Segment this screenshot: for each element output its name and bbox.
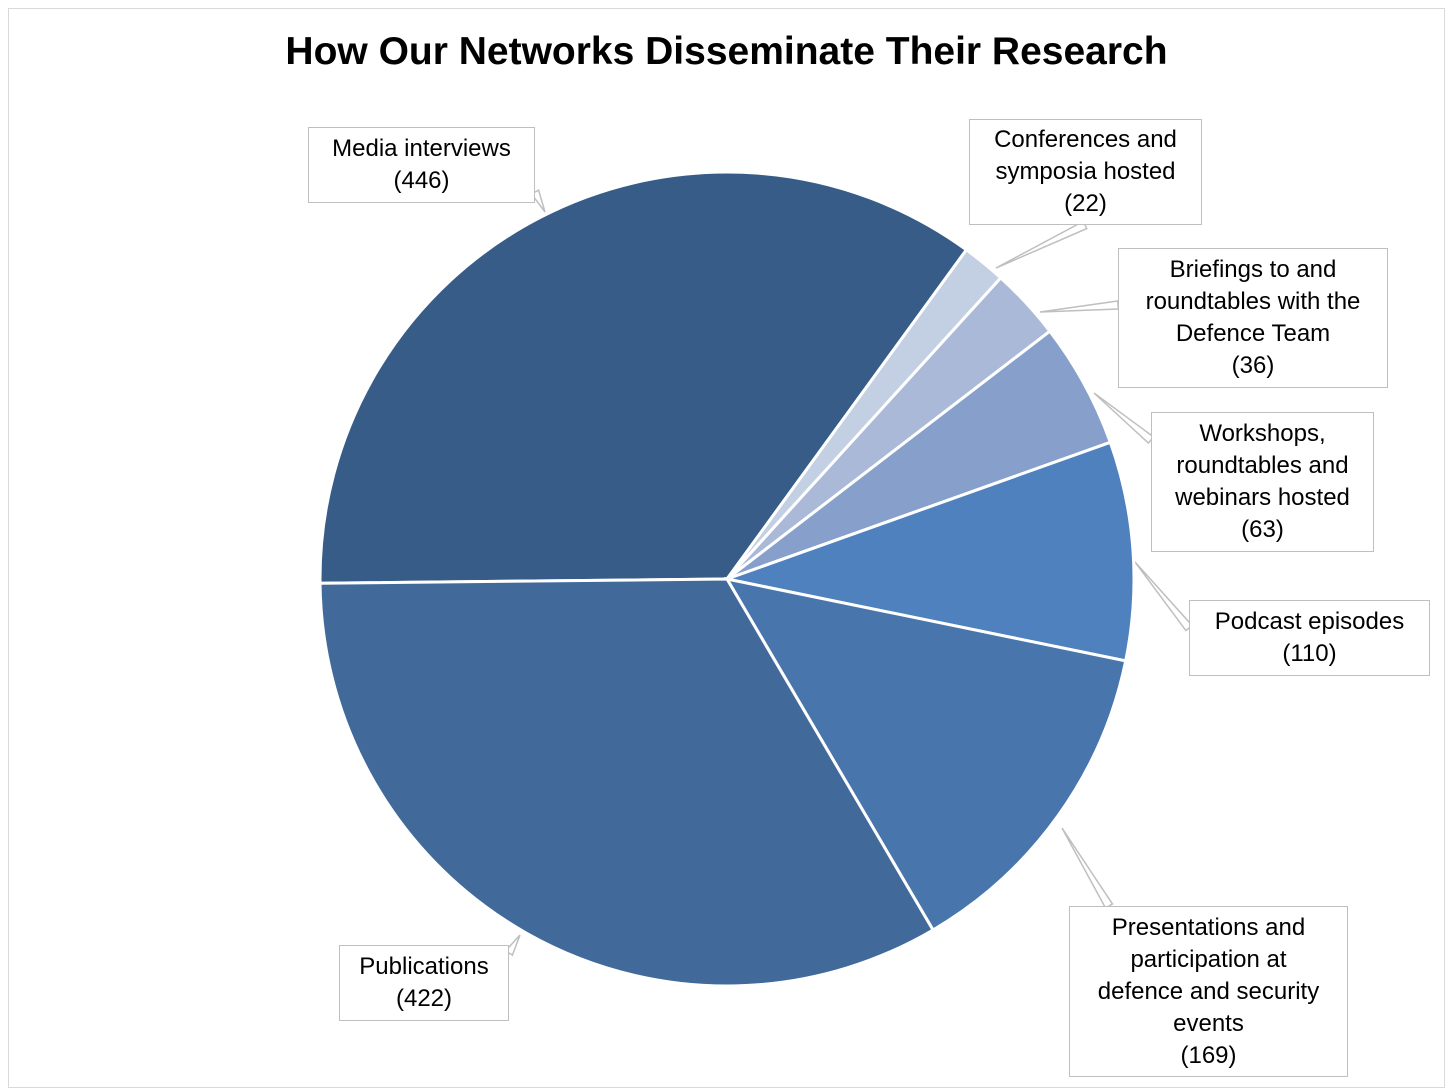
- pie-slices: [318, 170, 1136, 988]
- slice-name: Conferences and symposia hosted: [994, 126, 1177, 185]
- slice-name: Podcast episodes: [1214, 608, 1405, 635]
- leader-line-2: [1039, 300, 1120, 313]
- slice-name: Briefings to and roundtables with the De…: [1145, 256, 1361, 347]
- slice-name: Media interviews: [332, 135, 511, 162]
- slice-value: (169): [1180, 1041, 1237, 1069]
- slice-value: (22): [1064, 190, 1107, 217]
- leader-line-6: [504, 934, 521, 957]
- pie-slice-4: [721, 440, 1136, 663]
- leader-line-5: [1061, 827, 1114, 910]
- data-label-presentations: Presentations and participation at defen…: [1069, 906, 1348, 1077]
- slice-name: Publications: [359, 953, 489, 980]
- data-label-conferences: Conferences and symposia hosted (22): [969, 119, 1202, 225]
- leader-line-4: [1134, 561, 1194, 632]
- pie-slice-6: [318, 577, 936, 988]
- data-label-workshops: Workshops, roundtables and webinars host…: [1151, 412, 1374, 552]
- slice-value: (422): [395, 985, 453, 1012]
- data-label-briefings: Briefings to and roundtables with the De…: [1118, 248, 1388, 388]
- pie-slice-0: [318, 170, 969, 585]
- slice-value: (110): [1282, 640, 1337, 667]
- data-label-publications: Publications (422): [339, 945, 509, 1021]
- pie-slice-5: [724, 576, 1128, 933]
- slice-value: (63): [1241, 516, 1284, 543]
- chart-title: How Our Networks Disseminate Their Resea…: [285, 30, 1168, 73]
- data-label-podcast-episodes: Podcast episodes (110): [1189, 600, 1430, 676]
- slice-name: Workshops, roundtables and webinars host…: [1175, 420, 1350, 511]
- slice-value: (36): [1231, 352, 1275, 379]
- slice-name: Presentations and participation at defen…: [1097, 913, 1320, 1037]
- slice-value: (446): [393, 167, 450, 194]
- leader-line-1: [995, 220, 1088, 269]
- data-label-media-interviews: Media interviews (446): [308, 127, 535, 203]
